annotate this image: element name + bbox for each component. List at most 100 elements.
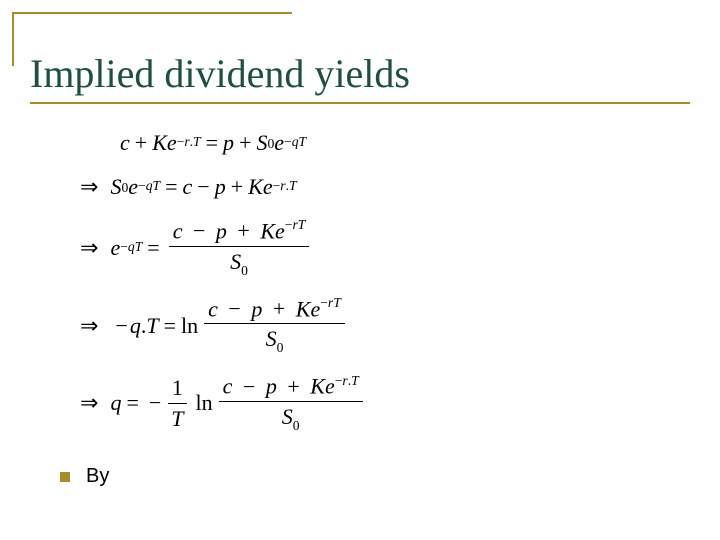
sub-0: 0 — [241, 263, 248, 278]
sub-0: 0 — [121, 180, 128, 196]
var-K: K — [152, 130, 167, 156]
op-plus: + — [232, 218, 254, 243]
title-underline — [30, 102, 690, 104]
var-e: e — [275, 218, 285, 243]
var-S: S — [282, 404, 293, 429]
numerator: c − p + Ke−rT — [204, 296, 345, 325]
var-K: K — [296, 296, 311, 321]
op-plus: + — [282, 374, 304, 399]
var-p: p — [223, 130, 234, 156]
exp-T: T — [299, 134, 307, 149]
op-plus: + — [268, 296, 290, 321]
var-c: c — [183, 174, 193, 200]
denominator: S0 — [262, 324, 288, 355]
equation-5: ⇒ q = − 1 T ln c − p + Ke−r.T S0 — [80, 373, 640, 433]
op-minus: − — [110, 313, 129, 339]
exponent: −qT — [138, 178, 160, 194]
var-p: p — [215, 174, 226, 200]
var-p: p — [251, 296, 262, 321]
var-T: T — [146, 313, 158, 339]
exp-T: T — [298, 217, 306, 232]
bullet-icon — [60, 472, 70, 482]
op-eq: = — [142, 235, 164, 261]
equation-3: ⇒ e −qT = c − p + Ke−rT S0 — [80, 218, 640, 278]
exp-T: T — [153, 178, 161, 193]
var-e: e — [167, 130, 177, 156]
var-e: e — [110, 235, 120, 261]
var-q: q — [130, 313, 141, 339]
exp-minus: − — [320, 295, 328, 310]
var-c: c — [208, 296, 218, 321]
ln: ln — [181, 313, 200, 339]
implies-icon: ⇒ — [80, 313, 98, 339]
var-S: S — [110, 174, 121, 200]
implies-icon: ⇒ — [80, 174, 98, 200]
op-plus: + — [226, 174, 248, 200]
var-e: e — [310, 296, 320, 321]
op-plus: + — [234, 130, 256, 156]
op-eq: = — [160, 174, 182, 200]
op-minus: − — [188, 218, 210, 243]
var-p: p — [266, 374, 277, 399]
op-minus: − — [192, 174, 214, 200]
denominator: S0 — [226, 247, 252, 278]
var-e: e — [274, 130, 284, 156]
exp-T: T — [289, 178, 297, 193]
var-c: c — [173, 218, 183, 243]
var-c: c — [120, 130, 130, 156]
var-K: K — [310, 374, 325, 399]
equation-1: c + K e −r.T = p + S 0 e −qT — [120, 130, 640, 156]
var-S: S — [266, 326, 277, 351]
sub-0: 0 — [277, 340, 284, 355]
exp-T: T — [135, 239, 143, 254]
op-eq: = — [201, 130, 223, 156]
implies-icon: ⇒ — [80, 235, 98, 261]
exp-q: q — [146, 178, 153, 193]
var-e: e — [263, 174, 273, 200]
exp-q: q — [128, 239, 135, 254]
exp-T: T — [351, 373, 359, 388]
exp-q: q — [292, 134, 299, 149]
op-minus: − — [238, 374, 260, 399]
numerator: 1 — [168, 375, 187, 403]
exp-T: T — [193, 134, 201, 149]
bullet-row: By — [60, 465, 109, 488]
var-e: e — [325, 374, 335, 399]
var-K: K — [248, 174, 263, 200]
op-minus: − — [144, 390, 163, 416]
exp-minus: − — [138, 178, 146, 193]
exponent: −qT — [284, 134, 306, 150]
exponent: −qT — [120, 239, 142, 255]
fraction-1T: 1 T — [167, 375, 187, 431]
equations-block: c + K e −r.T = p + S 0 e −qT ⇒ S 0 e −qT… — [80, 130, 640, 451]
var-q: q — [110, 390, 121, 416]
exponent: −r.T — [177, 134, 201, 150]
exponent: −r.T — [273, 178, 297, 194]
ln: ln — [192, 390, 215, 416]
var-c: c — [223, 374, 233, 399]
exp-minus: − — [284, 134, 292, 149]
equation-4: ⇒ − q . T = ln c − p + Ke−rT S0 — [80, 296, 640, 356]
sub-0: 0 — [293, 418, 300, 433]
fraction: c − p + Ke−rT S0 — [169, 218, 310, 278]
var-S: S — [230, 249, 241, 274]
page-title: Implied dividend yields — [30, 50, 410, 97]
numerator: c − p + Ke−r.T — [219, 373, 363, 402]
equation-2: ⇒ S 0 e −qT = c − p + K e −r.T — [80, 174, 640, 200]
op-plus: + — [130, 130, 152, 156]
fraction: c − p + Ke−rT S0 — [204, 296, 345, 356]
var-S: S — [256, 130, 267, 156]
denominator: S0 — [278, 402, 304, 433]
numerator: c − p + Ke−rT — [169, 218, 310, 247]
var-e: e — [128, 174, 138, 200]
exp-T: T — [333, 295, 341, 310]
var-K: K — [260, 218, 275, 243]
fraction: c − p + Ke−r.T S0 — [219, 373, 363, 433]
op-minus: − — [223, 296, 245, 321]
var-p: p — [216, 218, 227, 243]
exp-minus: − — [120, 239, 128, 254]
implies-icon: ⇒ — [80, 390, 98, 416]
bullet-label: By — [86, 465, 109, 488]
sub-0: 0 — [267, 136, 274, 152]
op-eq: = — [121, 390, 143, 416]
